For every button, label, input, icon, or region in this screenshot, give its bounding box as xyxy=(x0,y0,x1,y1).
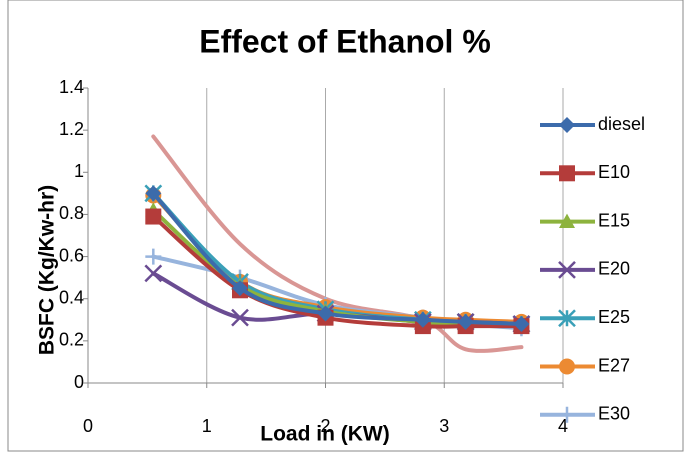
series-line xyxy=(151,134,524,353)
legend-label: E20 xyxy=(598,259,630,279)
marker-shape xyxy=(559,165,575,182)
marker-shape xyxy=(559,358,575,375)
marker-shape xyxy=(414,311,431,328)
y-tick-label: 0.2 xyxy=(59,330,84,350)
y-axis-label: BSFC (Kg/Kw-hr) xyxy=(36,185,59,355)
y-tick-label: 0.6 xyxy=(59,245,84,265)
y-tick-label: 1.4 xyxy=(59,77,84,97)
y-tick-label: 1.2 xyxy=(59,119,84,139)
marker xyxy=(559,213,575,228)
legend-label: diesel xyxy=(598,114,645,134)
marker xyxy=(144,264,163,283)
marker xyxy=(558,261,576,279)
marker-shape xyxy=(144,264,163,283)
marker-shape xyxy=(145,185,162,202)
legend-label: E27 xyxy=(598,355,630,375)
legend-label: E25 xyxy=(598,307,630,327)
marker xyxy=(231,308,249,327)
marker xyxy=(232,280,248,297)
legend-label: E15 xyxy=(598,210,630,230)
marker-shape xyxy=(558,309,576,328)
y-tick-label: 1 xyxy=(74,161,84,181)
marker xyxy=(414,311,431,328)
marker xyxy=(317,305,334,322)
marker-shape xyxy=(145,208,162,225)
marker xyxy=(559,117,575,133)
marker xyxy=(513,316,530,332)
legend-label: E10 xyxy=(598,162,630,182)
marker xyxy=(558,309,576,328)
x-tick-label: 4 xyxy=(558,416,568,436)
marker-shape xyxy=(558,261,576,279)
marker-shape xyxy=(232,280,248,297)
marker-shape xyxy=(231,308,249,327)
marker-shape xyxy=(145,248,162,265)
chart-title: Effect of Ethanol % xyxy=(199,23,491,59)
marker-shape xyxy=(513,316,530,332)
y-tick-label: 0.8 xyxy=(59,203,84,223)
marker xyxy=(559,358,575,375)
marker xyxy=(457,313,474,330)
marker-shape xyxy=(457,313,474,330)
x-tick-label: 2 xyxy=(320,416,330,436)
marker xyxy=(145,208,162,225)
marker xyxy=(559,165,575,182)
marker xyxy=(559,406,575,423)
x-tick-label: 0 xyxy=(83,416,93,436)
marker xyxy=(145,248,162,265)
x-tick-label: 3 xyxy=(439,416,449,436)
marker-shape xyxy=(317,305,334,322)
x-axis-label: Load in (KW) xyxy=(260,423,389,446)
marker-shape xyxy=(559,213,575,228)
y-tick-label: 0.4 xyxy=(59,287,84,307)
marker xyxy=(145,185,162,202)
legend-label: E30 xyxy=(598,404,630,424)
y-tick-label: 0 xyxy=(74,372,84,392)
marker-shape xyxy=(559,406,575,423)
x-tick-label: 1 xyxy=(202,416,212,436)
marker-shape xyxy=(559,117,575,133)
